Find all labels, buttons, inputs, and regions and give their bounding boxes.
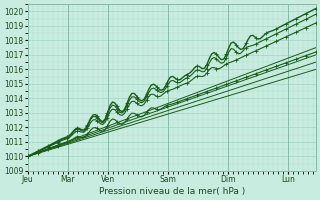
X-axis label: Pression niveau de la mer( hPa ): Pression niveau de la mer( hPa )	[99, 187, 245, 196]
